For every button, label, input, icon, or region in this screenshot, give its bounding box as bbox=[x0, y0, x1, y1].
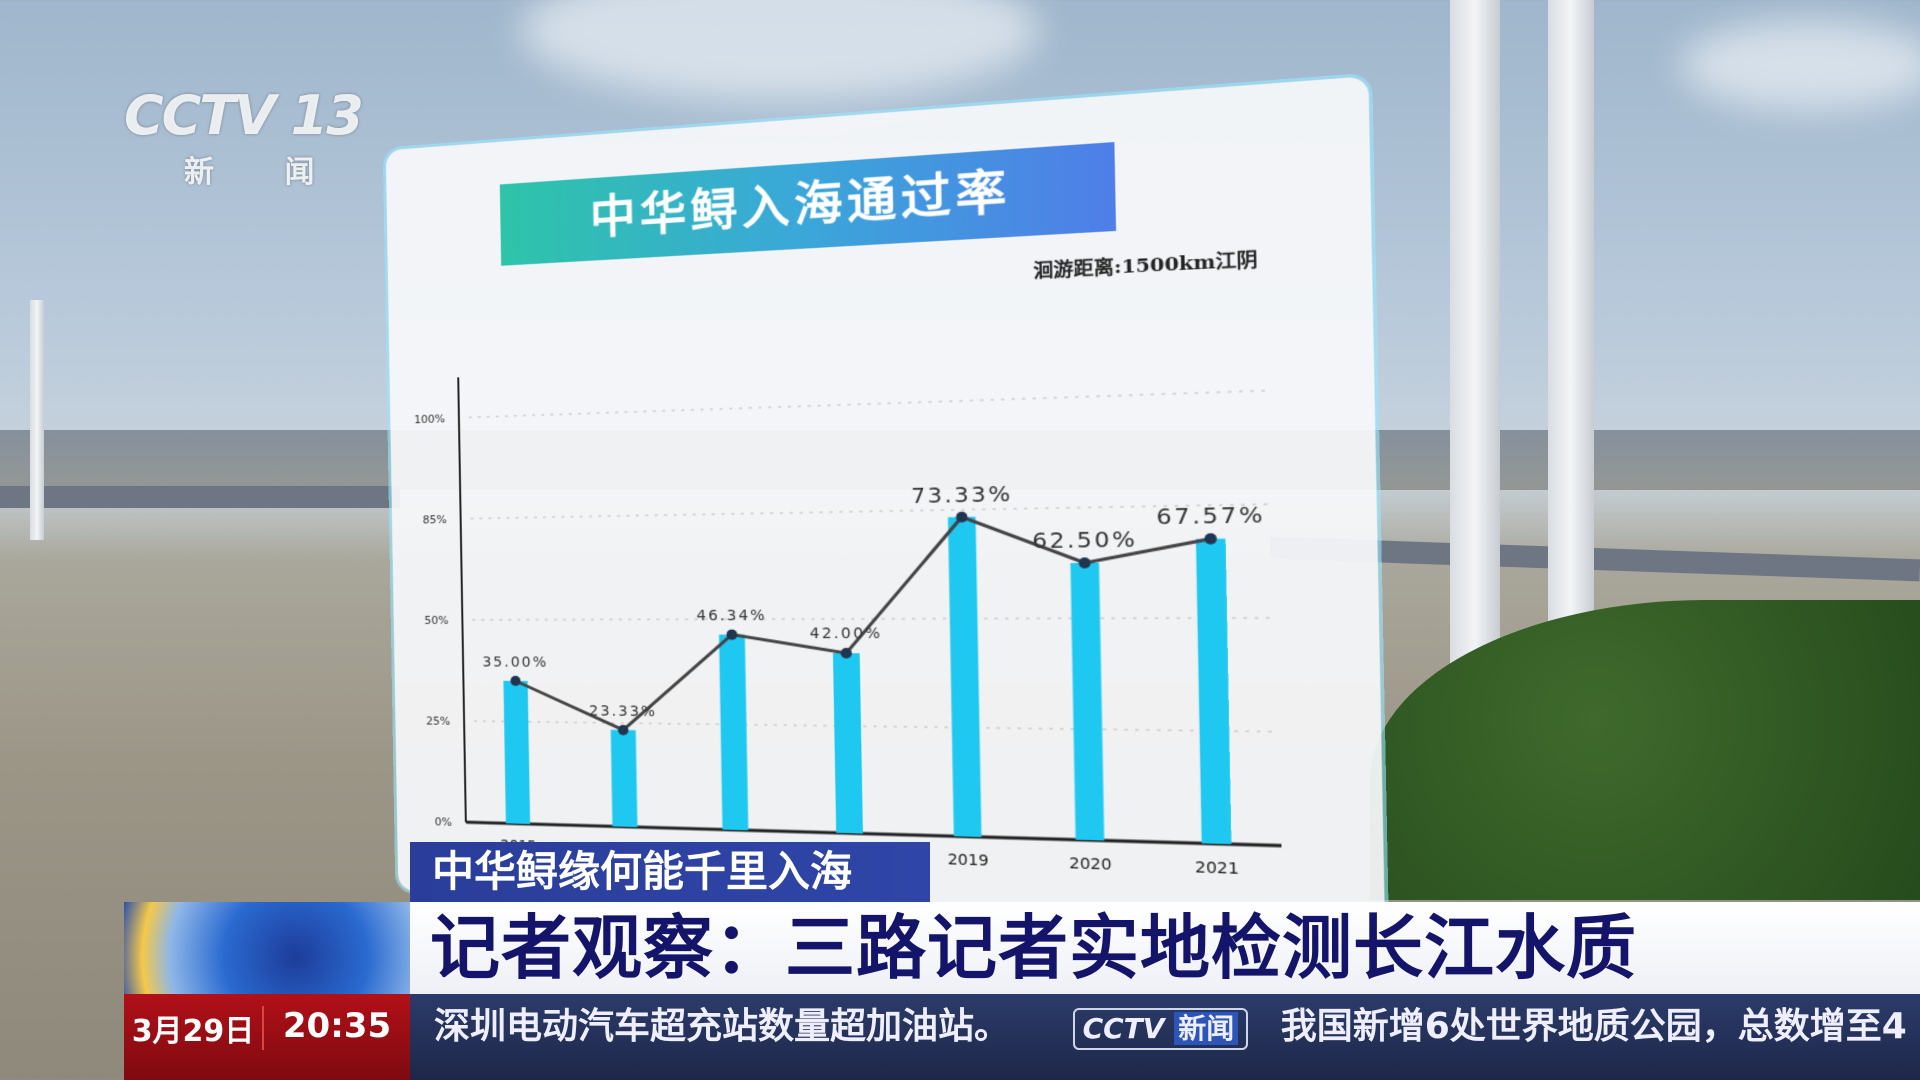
x-tick-label: 2020 bbox=[1069, 855, 1112, 874]
ticker-item: 我国新增6处世界地质公园，总数增至4 bbox=[1280, 1006, 1907, 1047]
y-axis bbox=[458, 377, 466, 822]
bridge-deck bbox=[0, 486, 400, 508]
data-label: 62.50% bbox=[1032, 526, 1138, 553]
bar-2018 bbox=[832, 653, 863, 834]
bridge-pylon bbox=[30, 300, 44, 540]
cloud bbox=[1680, 20, 1920, 110]
data-label: 46.34% bbox=[696, 607, 767, 624]
story-caption: 中华鲟缘何能千里入海 bbox=[410, 842, 930, 902]
chart-card: 中华鲟入海通过率 洄游距离:1500km江阴 0% 25% 50% 85% 100% 20… bbox=[385, 76, 1386, 930]
data-label: 35.00% bbox=[482, 654, 548, 671]
bar-2016 bbox=[610, 729, 638, 828]
cloud bbox=[520, 0, 1040, 100]
y-tick-label: 85% bbox=[423, 513, 447, 527]
cctv13-logo: CCTV 13 bbox=[124, 84, 364, 147]
chart-note: 洄游距离:1500km江阴 bbox=[1032, 249, 1258, 283]
cctv-news-logo: CCTV 新闻 bbox=[1072, 1008, 1249, 1050]
data-label: 67.57% bbox=[1156, 501, 1265, 529]
news-ticker: 深圳电动汽车超充站数量超加油站。 CCTV 新闻 我国新增6处世界地质公园，总数… bbox=[410, 994, 1920, 1080]
headline: 记者观察：三路记者实地检测长江水质 bbox=[410, 902, 1920, 994]
data-label: 73.33% bbox=[911, 481, 1013, 508]
x-tick-label: 2019 bbox=[947, 851, 988, 870]
bridge-pylon bbox=[1450, 0, 1500, 740]
y-tick-label: 50% bbox=[424, 614, 448, 627]
ticker-item: 深圳电动汽车超充站数量超加油站。 bbox=[434, 1006, 1011, 1047]
gridline bbox=[469, 390, 1273, 417]
y-tick-label: 100% bbox=[414, 412, 445, 426]
bar-2019 bbox=[947, 516, 982, 838]
channel-logo: CCTV 13 新 闻 bbox=[124, 84, 364, 191]
gridline bbox=[471, 504, 1275, 518]
y-tick-label: 25% bbox=[426, 714, 450, 728]
cctv-globe-graphic bbox=[124, 902, 410, 994]
channel-name: 新 闻 bbox=[184, 155, 345, 190]
bar-2020 bbox=[1070, 562, 1105, 841]
x-tick-label: 2021 bbox=[1195, 859, 1239, 879]
data-label: 23.33% bbox=[589, 703, 657, 721]
gridline bbox=[474, 721, 1279, 732]
time: 20:35 bbox=[282, 1006, 392, 1046]
logo-text: CCTV bbox=[1082, 1012, 1165, 1045]
bar-2015 bbox=[503, 680, 531, 825]
data-label: 42.00% bbox=[810, 625, 883, 642]
logo-tag: 新闻 bbox=[1174, 1012, 1239, 1045]
bar-2021 bbox=[1195, 538, 1232, 845]
chart-title: 中华鲟入海通过率 bbox=[499, 142, 1117, 266]
bar-line-chart: 0%25%50%85%100%2015201620172018201920202… bbox=[414, 272, 1385, 879]
clock: 3月29日 20:35 bbox=[124, 994, 410, 1080]
bridge-pylon bbox=[1548, 0, 1594, 720]
date: 3月29日 bbox=[124, 1006, 264, 1050]
y-tick-label: 0% bbox=[435, 815, 452, 829]
bar-2017 bbox=[718, 634, 749, 831]
